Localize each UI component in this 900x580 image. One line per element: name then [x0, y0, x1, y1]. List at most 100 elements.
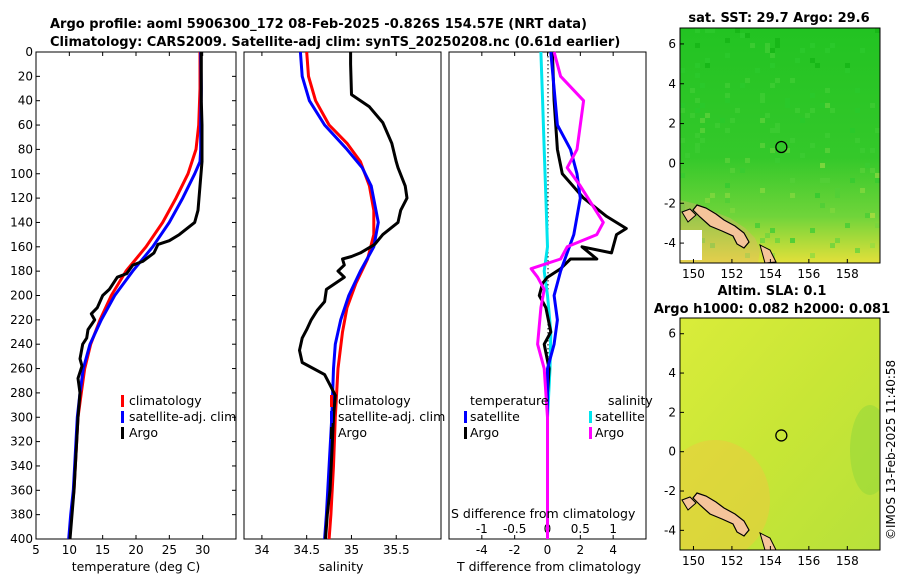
sst-cell [800, 48, 805, 53]
sst-cell [740, 83, 745, 88]
sst-cell [855, 88, 860, 93]
sst-cell [785, 98, 790, 103]
sst-cell [875, 223, 880, 228]
sst-cell [720, 118, 725, 123]
sst-cell [775, 238, 780, 243]
sst-cell [765, 48, 770, 53]
sst-cell [825, 103, 830, 108]
sst-cell [810, 43, 815, 48]
sst-cell [830, 108, 835, 113]
legend-label-s-argo: Argo [595, 425, 624, 440]
legend-swatch-satellite [330, 411, 333, 423]
sst-cell [735, 108, 740, 113]
sst-cell [740, 168, 745, 173]
sla-argo-position-marker [775, 429, 788, 442]
sst-cell [865, 163, 870, 168]
sst-cell [745, 158, 750, 163]
sla-map-panel: Altim. SLA: 0.1 Argo h1000: 0.082 h2000:… [654, 284, 890, 568]
sla-coast-islet [681, 496, 697, 511]
legend-label-climatology: climatology [338, 393, 411, 408]
sst-cell [810, 143, 815, 148]
sst-coast-bougainville [759, 244, 777, 263]
s-difference-tick-label: -0.5 [503, 522, 526, 536]
legend-label-argo: Argo [129, 425, 158, 440]
sst-cell [725, 198, 730, 203]
sst-cell [825, 133, 830, 138]
map-lon-tick-label: 152 [720, 267, 743, 281]
sst-cell [815, 63, 820, 68]
legend-label-t-argo: Argo [470, 425, 499, 440]
sst-cell [770, 228, 775, 233]
depth-tick-label: 320 [10, 435, 33, 449]
sst-cell [770, 53, 775, 58]
depth-tick-label: 120 [10, 191, 33, 205]
map-lat-tick-label: 4 [668, 77, 676, 91]
sst-cell [820, 178, 825, 183]
sst-cell [760, 98, 765, 103]
depth-tick-label: 400 [10, 532, 33, 546]
sst-cell [725, 128, 730, 133]
sst-cell [855, 248, 860, 253]
map-lon-tick-label: 150 [682, 554, 705, 568]
depth-tick-label: 240 [10, 337, 33, 351]
salinity-xlabel: salinity [319, 559, 364, 574]
sla-map-title-line2: Argo h1000: 0.082 h2000: 0.081 [654, 302, 890, 317]
sst-cell [725, 193, 730, 198]
sst-cell [740, 33, 745, 38]
sst-cell [700, 103, 705, 108]
temperature-x-tick-label: 10 [62, 543, 77, 557]
map-lon-tick-label: 158 [836, 267, 859, 281]
sst-cell [825, 148, 830, 153]
sst-cell [680, 103, 685, 108]
sst-cell [870, 243, 875, 248]
sst-cell [725, 93, 730, 98]
depth-tick-label: 280 [10, 386, 33, 400]
sst-cell [860, 188, 865, 193]
legend-swatch-t-satellite [464, 411, 467, 423]
map-lon-tick-label: 154 [759, 267, 782, 281]
s-difference-tick-label: 0.5 [571, 522, 590, 536]
depth-tick-label: 300 [10, 410, 33, 424]
sst-cell [705, 28, 710, 33]
depth-tick-label: 140 [10, 215, 33, 229]
sst-cell [810, 58, 815, 63]
sst-cell [695, 143, 700, 148]
difference-legend: temperature salinity satellite Argo sate… [464, 393, 653, 440]
salinity-series-argo [298, 52, 409, 540]
sst-cell [765, 43, 770, 48]
sst-cell [775, 43, 780, 48]
salinity-axes-box [243, 51, 442, 540]
map-lat-tick-label: 0 [668, 445, 676, 459]
map-lat-tick-label: -2 [664, 484, 676, 498]
sst-cell [770, 83, 775, 88]
temperature-xlabel: temperature (deg C) [72, 559, 201, 574]
difference-x-tick-label: -2 [509, 543, 521, 557]
sst-cell [875, 128, 880, 133]
legend-label-argo: Argo [338, 425, 367, 440]
sst-cell [760, 188, 765, 193]
map-lat-tick-label: -4 [664, 236, 676, 250]
sst-cell [705, 198, 710, 203]
sst-cell [705, 58, 710, 63]
t-difference-x-axis: -4 -2 0 2 4 [476, 52, 617, 557]
sst-cell [870, 168, 875, 173]
sst-cell [810, 108, 815, 113]
sst-cell [710, 243, 715, 248]
sst-cell [805, 113, 810, 118]
sst-cell [695, 133, 700, 138]
map-lat-tick-label: 6 [668, 327, 676, 341]
figure-title-line2: Climatology: CARS2009. Satellite-adj cli… [50, 35, 620, 50]
sst-cell [825, 88, 830, 93]
depth-tick-label: 340 [10, 459, 33, 473]
temperature-x-tick-label: 25 [162, 543, 177, 557]
temperature-x-tick-label: 20 [128, 543, 143, 557]
s-difference-label: S difference from climatology [451, 506, 636, 521]
sst-cell [855, 138, 860, 143]
depth-tick-label: 160 [10, 240, 33, 254]
sst-cell [875, 28, 880, 33]
legend-swatch-s-satellite [589, 411, 592, 423]
sst-cell [800, 153, 805, 158]
sst-cell [750, 43, 755, 48]
sst-cell [710, 28, 715, 33]
sst-cell [765, 233, 770, 238]
